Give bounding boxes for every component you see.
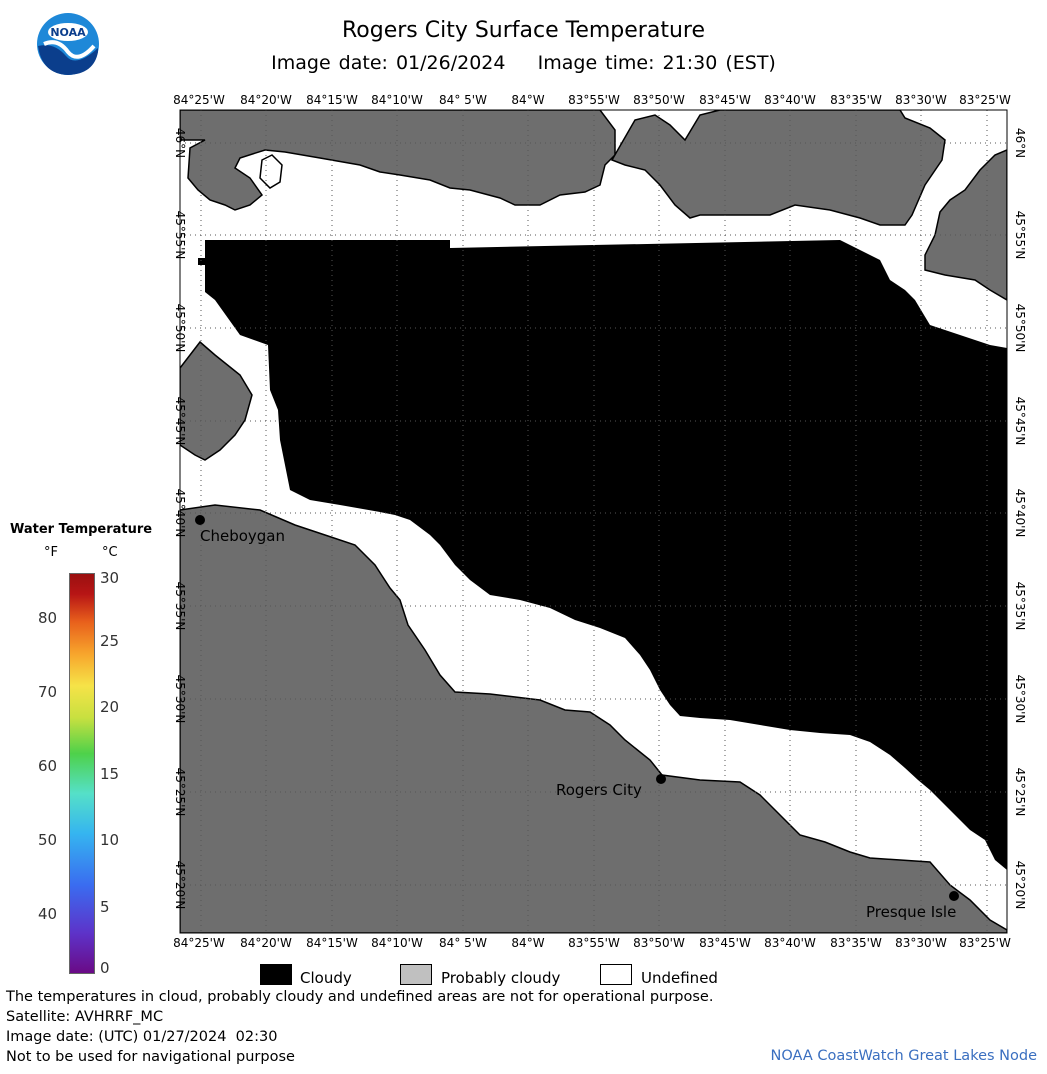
longitude-labels-bottom: 84°25'W 84°20'W 84°15'W 84°10'W 84° 5'W …: [173, 936, 1011, 950]
rogers-city-marker: [656, 774, 666, 784]
svg-text:NOAA: NOAA: [50, 26, 86, 39]
svg-text:83°45'W: 83°45'W: [699, 93, 751, 107]
svg-text:46°N: 46°N: [173, 128, 187, 158]
svg-text:45°30'N: 45°30'N: [173, 675, 187, 724]
svg-text:84°15'W: 84°15'W: [306, 936, 358, 950]
legend-swatch-undefined: [600, 964, 632, 985]
unit-celsius: °C: [102, 545, 118, 560]
c-tick-10: 10: [100, 831, 120, 849]
cheboygan-label: Cheboygan: [200, 527, 285, 545]
svg-text:84°25'W: 84°25'W: [173, 936, 225, 950]
svg-text:45°45'N: 45°45'N: [173, 397, 187, 446]
noaa-logo-icon: NOAA: [37, 13, 99, 75]
svg-text:45°50'N: 45°50'N: [1013, 304, 1027, 353]
svg-text:45°30'N: 45°30'N: [1013, 675, 1027, 724]
legend-label-probably-cloudy: Probably cloudy: [441, 969, 561, 987]
f-tick-40: 40: [38, 905, 58, 923]
land-north-shore-inlet: [259, 154, 283, 189]
credit-text: NOAA CoastWatch Great Lakes Node: [770, 1048, 1037, 1064]
svg-text:45°45'N: 45°45'N: [1013, 397, 1027, 446]
svg-text:83°35'W: 83°35'W: [830, 936, 882, 950]
graticule: [180, 110, 1007, 933]
svg-text:83°35'W: 83°35'W: [830, 93, 882, 107]
svg-text:83°30'W: 83°30'W: [895, 936, 947, 950]
unit-fahrenheit: °F: [44, 545, 58, 560]
presque-isle-marker: [949, 891, 959, 901]
svg-text:45°20'N: 45°20'N: [1013, 861, 1027, 910]
svg-text:84°20'W: 84°20'W: [240, 93, 292, 107]
svg-text:84°20'W: 84°20'W: [240, 936, 292, 950]
svg-text:84° 5'W: 84° 5'W: [439, 93, 487, 107]
svg-text:83°50'W: 83°50'W: [633, 936, 685, 950]
svg-text:84°15'W: 84°15'W: [306, 93, 358, 107]
satellite-text: Satellite: AVHRRF_MC: [6, 1009, 164, 1025]
cheboygan-marker: [195, 515, 205, 525]
svg-text:83°55'W: 83°55'W: [568, 936, 620, 950]
svg-text:83°30'W: 83°30'W: [895, 93, 947, 107]
svg-text:45°55'N: 45°55'N: [1013, 211, 1027, 260]
svg-text:83°25'W: 83°25'W: [959, 936, 1011, 950]
svg-text:45°40'N: 45°40'N: [173, 489, 187, 538]
f-tick-50: 50: [38, 831, 58, 849]
f-tick-70: 70: [38, 683, 58, 701]
cloud-region: [198, 240, 1007, 870]
longitude-labels-top: 84°25'W 84°20'W 84°15'W 84°10'W 84° 5'W …: [173, 93, 1011, 107]
svg-text:84°10'W: 84°10'W: [371, 93, 423, 107]
f-tick-60: 60: [38, 757, 58, 775]
land-west-island: [180, 340, 253, 461]
svg-text:45°35'N: 45°35'N: [1013, 582, 1027, 631]
land-bois-blanc-north: [610, 110, 946, 226]
legend-label-undefined: Undefined: [641, 969, 718, 987]
c-tick-30: 30: [100, 569, 120, 587]
svg-text:83°25'W: 83°25'W: [959, 93, 1011, 107]
navigation-warning: Not to be used for navigational purpose: [6, 1049, 295, 1065]
presque-isle-label: Presque Isle: [866, 903, 956, 921]
svg-text:83°50'W: 83°50'W: [633, 93, 685, 107]
svg-text:83°40'W: 83°40'W: [764, 936, 816, 950]
legend-swatch-cloudy: [260, 964, 292, 985]
color-scale-title: Water Temperature: [10, 522, 153, 537]
svg-text:45°55'N: 45°55'N: [173, 211, 187, 260]
disclaimer-text: The temperatures in cloud, probably clou…: [6, 989, 714, 1005]
svg-text:45°35'N: 45°35'N: [173, 582, 187, 631]
svg-text:83°40'W: 83°40'W: [764, 93, 816, 107]
svg-text:83°45'W: 83°45'W: [699, 936, 751, 950]
c-tick-20: 20: [100, 698, 120, 716]
c-tick-5: 5: [100, 898, 110, 916]
svg-text:84°25'W: 84°25'W: [173, 93, 225, 107]
legend-label-cloudy: Cloudy: [300, 969, 352, 987]
utc-date-text: Image date: (UTC) 01/27/2024 02:30: [6, 1029, 278, 1045]
svg-text:84°W: 84°W: [511, 936, 544, 950]
c-tick-15: 15: [100, 765, 120, 783]
svg-text:84°W: 84°W: [511, 93, 544, 107]
legend-swatch-probably-cloudy: [400, 964, 432, 985]
svg-text:84°10'W: 84°10'W: [371, 936, 423, 950]
f-tick-80: 80: [38, 609, 58, 627]
page-title: Rogers City Surface Temperature: [341, 18, 706, 43]
land-northeast: [924, 149, 1007, 301]
svg-text:84° 5'W: 84° 5'W: [439, 936, 487, 950]
svg-text:45°40'N: 45°40'N: [1013, 489, 1027, 538]
latitude-labels-left: 46°N 45°55'N 45°50'N 45°45'N 45°40'N 45°…: [173, 128, 187, 910]
svg-text:45°25'N: 45°25'N: [1013, 768, 1027, 817]
latitude-labels-right: 46°N 45°55'N 45°50'N 45°45'N 45°40'N 45°…: [1013, 128, 1027, 910]
svg-text:83°55'W: 83°55'W: [568, 93, 620, 107]
color-scale-bar: [69, 573, 95, 974]
c-tick-25: 25: [100, 632, 120, 650]
svg-text:45°25'N: 45°25'N: [173, 768, 187, 817]
rogers-city-label: Rogers City: [556, 781, 642, 799]
svg-text:45°50'N: 45°50'N: [173, 304, 187, 353]
svg-text:45°20'N: 45°20'N: [173, 861, 187, 910]
image-date-time: Image date: 01/26/2024 Image time: 21:30…: [271, 52, 776, 74]
c-tick-0: 0: [100, 959, 110, 977]
svg-text:46°N: 46°N: [1013, 128, 1027, 158]
